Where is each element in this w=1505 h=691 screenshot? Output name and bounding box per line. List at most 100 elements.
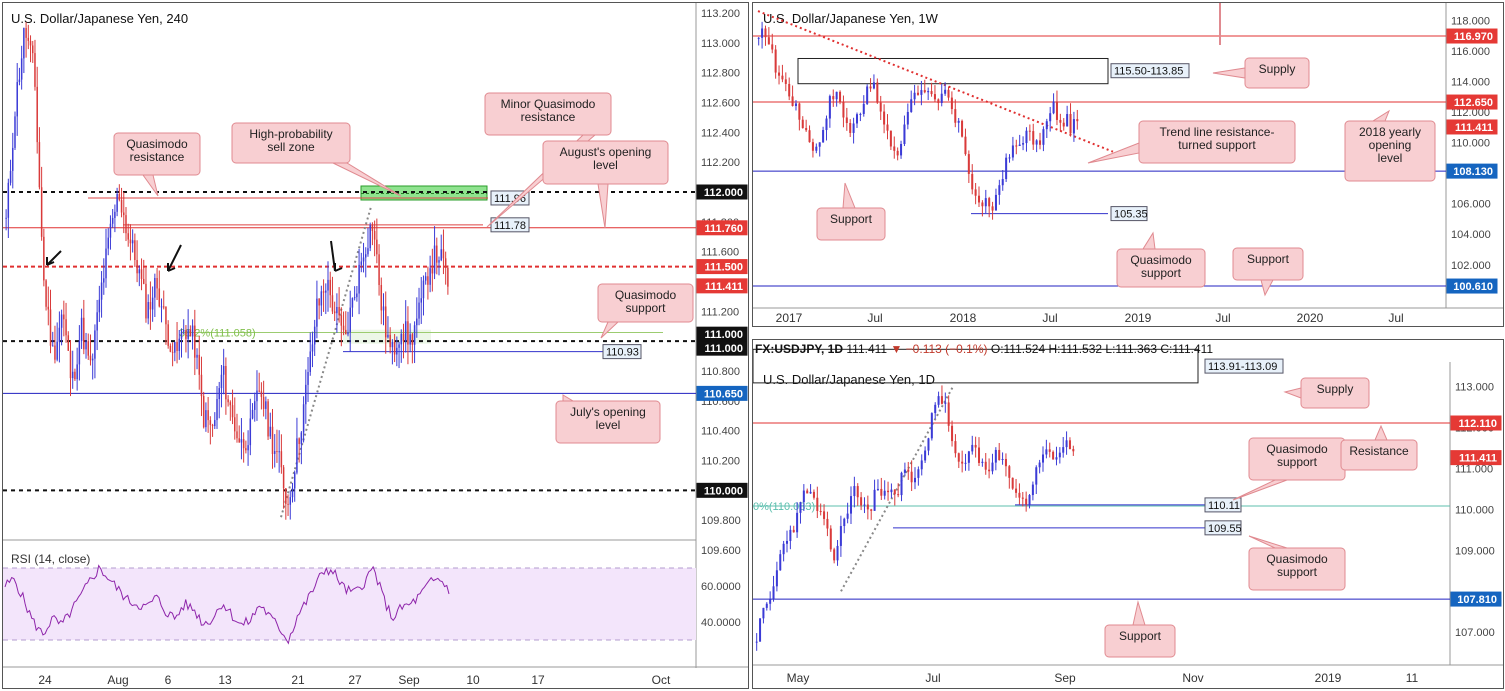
value-label: 115.50-113.85: [1114, 66, 1183, 78]
candle-4h-candle: [185, 330, 187, 339]
callout-trend-support: turned support: [1178, 138, 1256, 152]
candle-4h-candle: [245, 448, 247, 451]
candle-1w-candle: [872, 82, 875, 89]
candle-4h-candle: [251, 409, 254, 419]
chart-4h-svg[interactable]: U.S. Dollar/Japanese Yen, 240 113.200 113.…: [3, 3, 748, 688]
candle-4h-candle: [404, 321, 407, 342]
candle-4h-candle: [229, 402, 232, 406]
candle-4h-candle: [178, 338, 181, 351]
candle-1w-candle: [977, 195, 981, 203]
chart-1w-svg[interactable]: U.S. Dollar/Japanese Yen, 1W 118.000 116.0…: [753, 3, 1503, 326]
candle-1w-candle: [1011, 145, 1014, 158]
x-tick-label: 10: [466, 673, 480, 687]
candle-4h-candle: [109, 223, 112, 238]
callout-quasimodo-resistance: resistance: [130, 150, 185, 164]
chart-1d-svg[interactable]: U.S. Dollar/Japanese Yen, 1D113.000112.0…: [753, 340, 1503, 688]
callout-supply-pointer: [1283, 387, 1302, 399]
callout-support-2-box: [1232, 247, 1304, 281]
x-tick-label: Jul: [1215, 311, 1230, 325]
x-tick-label: Jul: [925, 671, 940, 685]
candle-1d-candle: [1068, 440, 1071, 450]
candle-1w-candle: [1028, 130, 1031, 132]
candle-1w-candle: [1005, 157, 1008, 180]
candle-4h-candle: [298, 438, 300, 445]
x-tick-label: 21: [291, 673, 305, 687]
trend-line: [280, 206, 372, 518]
candle-1w-candle: [1015, 145, 1018, 147]
candle-1w-candle: [974, 189, 977, 196]
candle-1w-candle: [1032, 131, 1035, 145]
candle-1w-candle: [1039, 140, 1042, 145]
candle-4h-candle: [413, 325, 416, 345]
supply-zone-rect: [753, 348, 1199, 384]
candle-1d-candle: [762, 607, 765, 619]
symbol-name: FX:USDJPY, 1D: [755, 342, 844, 356]
candle-1d-candle: [856, 486, 859, 498]
candle-1w-candle: [933, 94, 936, 100]
candle-1w-candle: [1076, 119, 1079, 122]
candle-4h-candle: [367, 248, 369, 255]
candle-4h-candle: [63, 314, 65, 320]
chart-1d-panel[interactable]: U.S. Dollar/Japanese Yen, 1D113.000112.0…: [752, 339, 1504, 689]
chart-1w-panel[interactable]: U.S. Dollar/Japanese Yen, 1W 118.000 116.0…: [752, 2, 1504, 327]
candle-4h-candle: [442, 249, 445, 259]
price-tag: 110.000: [704, 485, 743, 497]
candle-4h-candle: [387, 334, 389, 338]
candle-4h-candle: [444, 258, 447, 268]
candle-4h-candle: [165, 306, 167, 325]
candle-4h-candle: [347, 332, 349, 335]
candle-4h-candle: [338, 306, 340, 316]
candle-4h-candle: [7, 182, 10, 218]
candle-1w-candle: [1018, 144, 1021, 146]
candle-4h-candle: [58, 327, 61, 342]
candle-4h-candle: [260, 391, 263, 397]
y-tick-label: 113.200: [701, 8, 740, 20]
candle-1d-candle: [866, 504, 869, 510]
candle-1w-candle: [937, 99, 940, 103]
candle-4h-candle: [38, 142, 41, 188]
header-price: 111.411: [846, 342, 888, 356]
candle-4h-candle: [60, 314, 63, 328]
candle-1d-candle: [974, 444, 977, 448]
y-tick-label: 112.800: [701, 68, 740, 80]
candle-4h-candle: [358, 264, 360, 294]
candle-4h-candle: [174, 341, 176, 353]
x-tick-label: 6: [165, 673, 172, 687]
candle-4h-candle: [427, 276, 429, 285]
candle-1w-candle: [950, 97, 953, 110]
arrow-head-icon: [46, 257, 55, 266]
candle-4h-candle: [131, 240, 134, 244]
price-tag-bg: [1446, 94, 1498, 110]
callout-august-open-box: [542, 140, 669, 185]
candle-1w-candle: [1001, 179, 1004, 186]
callout-qm-support-box: [597, 283, 694, 323]
candle-1w-candle: [849, 123, 852, 133]
candle-4h-candle: [307, 372, 309, 385]
price-tag-bg: [696, 278, 748, 294]
candle-4h-candle: [216, 399, 218, 421]
candle-1w-candle: [920, 90, 923, 95]
y-tick-label: 118.000: [1451, 15, 1490, 27]
candle-4h-candle: [433, 245, 436, 274]
candle-1d-candle: [971, 444, 974, 452]
candle-4h-candle: [94, 330, 96, 359]
candle-1w-candle: [1072, 119, 1075, 134]
y-tick-label: 107.000: [1455, 627, 1495, 639]
candle-4h-candle: [222, 365, 225, 375]
candle-1d-candle: [846, 513, 849, 519]
chart-4h-panel[interactable]: U.S. Dollar/Japanese Yen, 240 113.200 113.…: [2, 2, 749, 689]
candle-1w-candle: [1062, 122, 1065, 127]
candle-4h-candle: [398, 344, 400, 348]
candle-1w-candle: [832, 96, 835, 100]
price-tag: 111.411: [1459, 453, 1497, 465]
candle-4h-candle: [154, 277, 156, 298]
value-label: 109.55: [1208, 523, 1242, 535]
price-tag-bg: [696, 259, 748, 275]
candle-1d-candle: [1052, 451, 1055, 460]
candle-1d-candle: [1072, 449, 1075, 452]
candle-1w-candle: [781, 75, 784, 80]
candle-4h-candle: [158, 288, 161, 307]
candle-4h-candle: [422, 280, 425, 299]
arrow-head-icon: [167, 263, 176, 272]
callout-qm-support: Quasimodo: [615, 288, 677, 302]
